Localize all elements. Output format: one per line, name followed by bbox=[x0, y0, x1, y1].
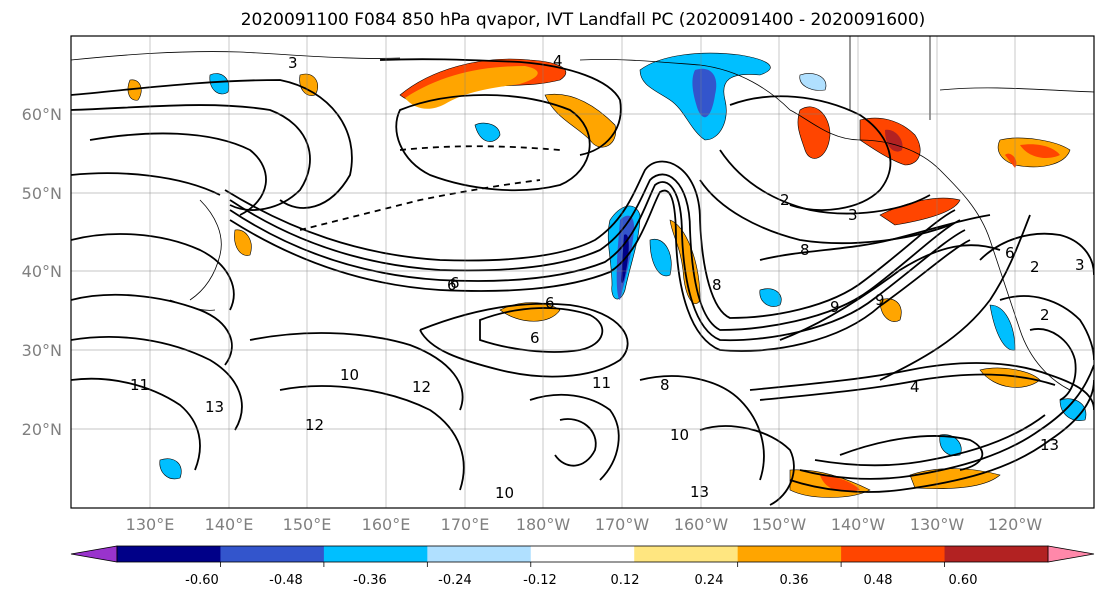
colorbar-segment bbox=[944, 546, 1049, 562]
colorbar-segment bbox=[737, 546, 842, 562]
contour-label: 4 bbox=[553, 52, 563, 70]
figure-title: 2020091100 F084 850 hPa qvapor, IVT Land… bbox=[241, 10, 926, 30]
colorbar-segment bbox=[220, 546, 325, 562]
colorbar-tick-label: -0.60 bbox=[185, 573, 219, 588]
colorbar-segment bbox=[530, 546, 635, 562]
contour-label: 13 bbox=[1040, 436, 1059, 454]
contour-label: 10 bbox=[670, 426, 689, 444]
positive-anomaly-patches bbox=[127, 58, 1071, 498]
colorbar-tick-labels: -0.60 -0.48 -0.36 -0.24 -0.12 0.12 0.24 … bbox=[185, 573, 977, 588]
lat-label: 30°N bbox=[22, 341, 62, 360]
contour-label: 2 bbox=[1040, 306, 1050, 324]
contour-label: 4 bbox=[910, 378, 920, 396]
colorbar-tick-label: 0.48 bbox=[864, 573, 893, 588]
colorbar-tick-label: -0.12 bbox=[523, 573, 557, 588]
contour-label: 11 bbox=[592, 374, 611, 392]
graticule bbox=[71, 36, 1094, 508]
contour-label: 2 bbox=[780, 191, 790, 209]
contour-label: 10 bbox=[340, 366, 359, 384]
lat-label: 60°N bbox=[22, 105, 62, 124]
lat-label: 40°N bbox=[22, 262, 62, 281]
colorbar-ticks bbox=[220, 562, 945, 567]
contour-labels: 3 4 6 6 8 8 9 9 2 3 2 3 2 4 10 11 12 12 … bbox=[130, 52, 1085, 502]
contour-label: 8 bbox=[660, 376, 670, 394]
contour-label: 6 bbox=[1005, 244, 1015, 262]
colorbar-tick-label: 0.24 bbox=[695, 573, 724, 588]
contour-label: 11 bbox=[130, 376, 149, 394]
contour-label: 12 bbox=[412, 378, 431, 396]
colorbar-tick-label: -0.36 bbox=[353, 573, 387, 588]
lon-label: 150°E bbox=[283, 515, 332, 534]
colorbar-segment bbox=[117, 546, 221, 562]
contour-label: 10 bbox=[495, 484, 514, 502]
colorbar-tick-label: -0.48 bbox=[269, 573, 303, 588]
contour-label: 3 bbox=[1075, 256, 1085, 274]
colorbar-segment bbox=[634, 546, 739, 562]
contour-label: 12 bbox=[305, 416, 324, 434]
lon-label: 120°W bbox=[988, 515, 1043, 534]
colorbar-left-extend bbox=[70, 545, 118, 563]
lon-label: 140°W bbox=[831, 515, 886, 534]
lon-label: 170°W bbox=[595, 515, 650, 534]
colorbar bbox=[70, 545, 1095, 563]
colorbar-segment bbox=[323, 546, 428, 562]
ivt-contours bbox=[71, 58, 1094, 506]
colorbar-tick-label: 0.12 bbox=[611, 573, 640, 588]
lon-label: 150°W bbox=[752, 515, 807, 534]
ivt-contours-dashed bbox=[299, 145, 561, 231]
contour-label: 9 bbox=[875, 291, 885, 309]
lon-label: 180°W bbox=[516, 515, 571, 534]
contour-label: 8 bbox=[800, 241, 810, 259]
colorbar-segment bbox=[841, 546, 946, 562]
map-panel: 3 4 6 6 8 8 9 9 2 3 2 3 2 4 10 11 12 12 … bbox=[70, 35, 1095, 509]
contour-label: 3 bbox=[848, 206, 858, 224]
lon-label: 160°W bbox=[674, 515, 729, 534]
contour-label: 6 bbox=[545, 294, 555, 312]
lon-label: 170°E bbox=[441, 515, 490, 534]
lon-label: 130°E bbox=[126, 515, 175, 534]
contour-label: 13 bbox=[690, 483, 709, 501]
contour-label: 13 bbox=[205, 398, 224, 416]
colorbar-tick-label: 0.36 bbox=[780, 573, 809, 588]
contour-label: 6 bbox=[530, 329, 540, 347]
lon-label: 160°E bbox=[362, 515, 411, 534]
lat-label: 50°N bbox=[22, 184, 62, 203]
contour-label: 9 bbox=[830, 298, 840, 316]
lat-label: 20°N bbox=[22, 420, 62, 439]
lon-label: 140°E bbox=[205, 515, 254, 534]
contour-label: 6 bbox=[450, 274, 460, 292]
lon-label: 130°W bbox=[910, 515, 965, 534]
contour-label: 3 bbox=[288, 54, 298, 72]
colorbar-tick-label: -0.24 bbox=[438, 573, 472, 588]
latitude-labels: 60°N 50°N 40°N 30°N 20°N bbox=[22, 105, 62, 439]
contour-label: 6 bbox=[447, 276, 457, 294]
colorbar-right-extend bbox=[1047, 545, 1095, 563]
longitude-labels: 130°E 140°E 150°E 160°E 170°E 180°W 170°… bbox=[126, 515, 1043, 534]
colorbar-tick-label: 0.60 bbox=[949, 573, 978, 588]
map-frame bbox=[70, 35, 1095, 509]
contour-label: 8 bbox=[712, 276, 722, 294]
colorbar-segment bbox=[427, 546, 532, 562]
colorbar-outline bbox=[116, 545, 1049, 563]
contour-label: 2 bbox=[1030, 258, 1040, 276]
